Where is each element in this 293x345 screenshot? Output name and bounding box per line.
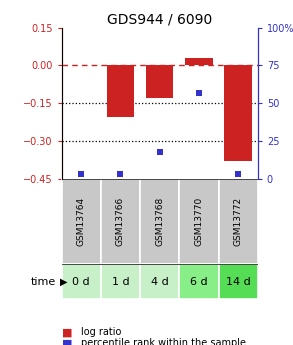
Bar (101, 264, 140, 299)
Text: 1 d: 1 d (112, 276, 129, 286)
Text: GSM13770: GSM13770 (195, 197, 203, 246)
Point (118, 171, 123, 177)
Text: ▶: ▶ (60, 276, 68, 286)
Text: time: time (30, 276, 56, 286)
Point (197, 90, 201, 95)
Bar (62, 179, 101, 264)
Bar (179, 264, 219, 299)
Bar (179, 179, 219, 264)
Bar (140, 264, 179, 299)
Text: percentile rank within the sample: percentile rank within the sample (81, 338, 246, 345)
Bar (219, 179, 258, 264)
Bar (101, 179, 140, 264)
Text: GSM13768: GSM13768 (155, 197, 164, 246)
Bar (185, 58, 213, 66)
Text: ■: ■ (62, 338, 72, 345)
Text: 0 d: 0 d (72, 276, 90, 286)
Title: GDS944 / 6090: GDS944 / 6090 (107, 12, 212, 27)
Point (236, 171, 241, 177)
Bar (140, 179, 179, 264)
Bar (224, 66, 252, 161)
Bar (107, 66, 134, 117)
Bar (62, 264, 101, 299)
Text: 14 d: 14 d (226, 276, 251, 286)
Bar (219, 264, 258, 299)
Bar (146, 66, 173, 98)
Text: GSM13772: GSM13772 (234, 197, 243, 246)
Text: log ratio: log ratio (81, 327, 121, 337)
Text: 4 d: 4 d (151, 276, 168, 286)
Point (157, 149, 162, 154)
Text: GSM13764: GSM13764 (77, 197, 86, 246)
Point (79, 171, 84, 177)
Text: ■: ■ (62, 327, 72, 337)
Text: GSM13766: GSM13766 (116, 197, 125, 246)
Text: 6 d: 6 d (190, 276, 208, 286)
